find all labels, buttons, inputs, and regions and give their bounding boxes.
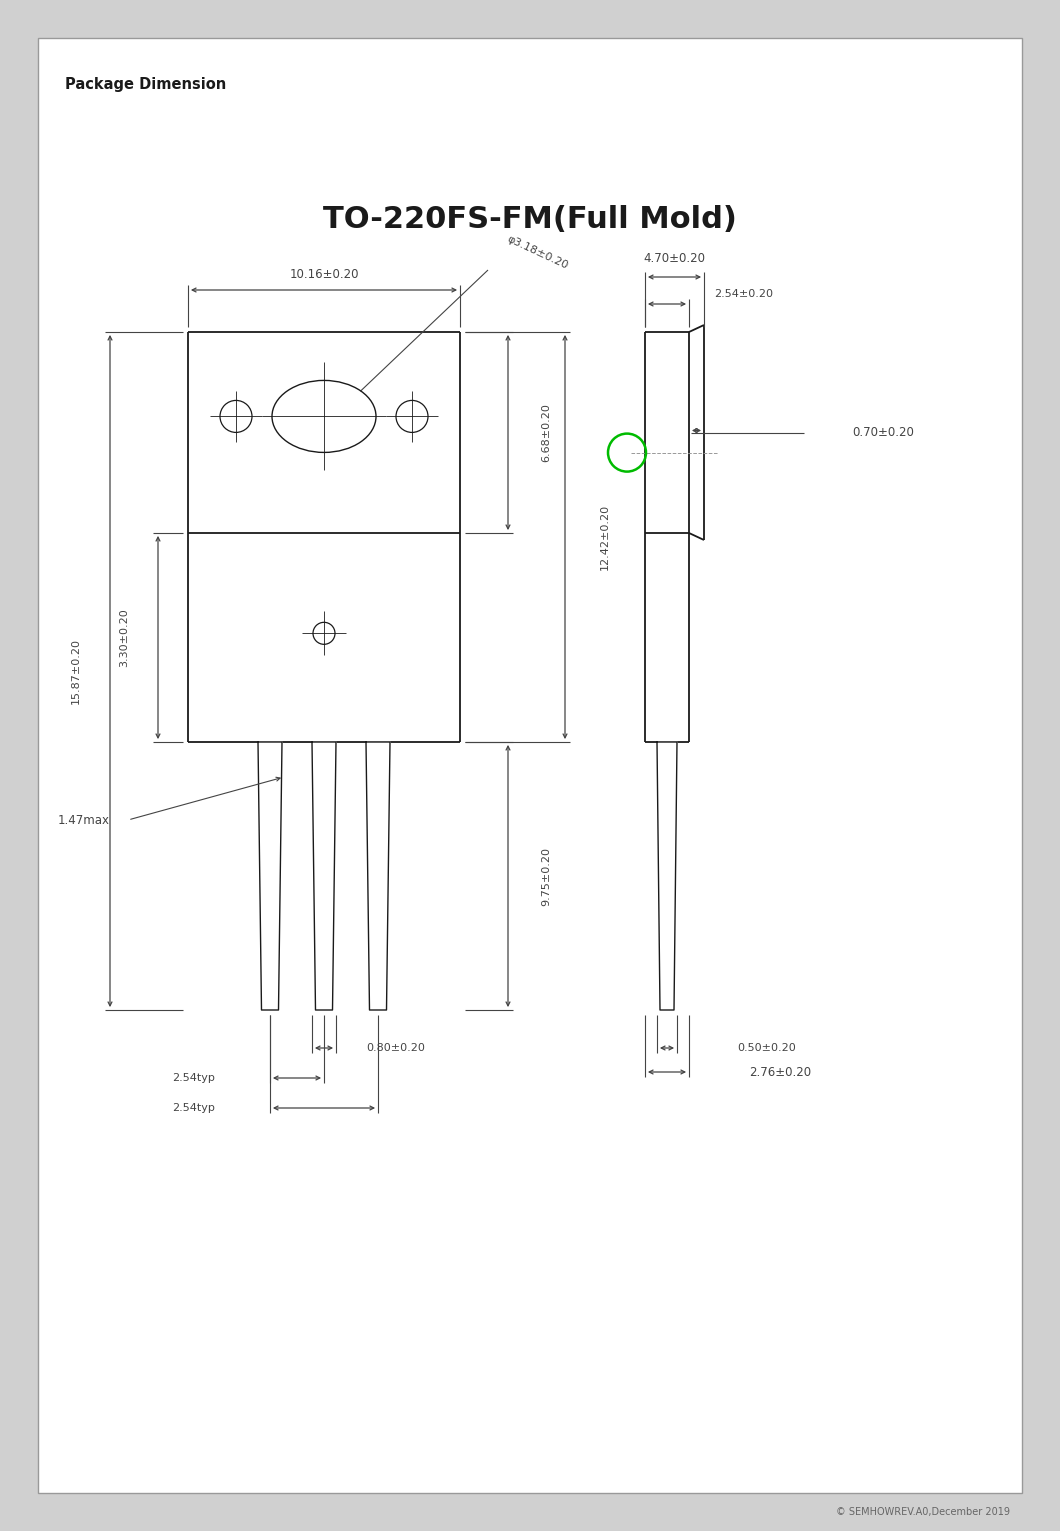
Text: Package Dimension: Package Dimension	[65, 78, 226, 92]
Text: 2.54±0.20: 2.54±0.20	[714, 289, 774, 299]
Text: φ3.18±0.20: φ3.18±0.20	[506, 233, 570, 271]
Text: 2.54typ: 2.54typ	[172, 1073, 215, 1082]
Polygon shape	[258, 743, 282, 1010]
Text: TO-220FS-FM(Full Mold): TO-220FS-FM(Full Mold)	[323, 205, 737, 234]
Text: 0.50±0.20: 0.50±0.20	[737, 1043, 796, 1053]
Text: 1.47max: 1.47max	[58, 813, 110, 827]
Text: 9.75±0.20: 9.75±0.20	[541, 847, 551, 905]
Text: 12.42±0.20: 12.42±0.20	[600, 504, 609, 570]
Text: 0.80±0.20: 0.80±0.20	[367, 1043, 425, 1053]
Text: 2.54typ: 2.54typ	[172, 1102, 215, 1113]
Text: 4.70±0.20: 4.70±0.20	[643, 253, 706, 265]
Polygon shape	[312, 743, 336, 1010]
Text: 2.76±0.20: 2.76±0.20	[749, 1066, 811, 1078]
Polygon shape	[366, 743, 390, 1010]
Text: 10.16±0.20: 10.16±0.20	[289, 268, 358, 280]
Text: 3.30±0.20: 3.30±0.20	[119, 608, 129, 668]
Text: © SEMHOWREV.A0,December 2019: © SEMHOWREV.A0,December 2019	[836, 1507, 1010, 1517]
Text: 0.70±0.20: 0.70±0.20	[852, 426, 914, 439]
Text: 15.87±0.20: 15.87±0.20	[71, 638, 81, 704]
Text: 6.68±0.20: 6.68±0.20	[541, 403, 551, 462]
Polygon shape	[657, 743, 677, 1010]
